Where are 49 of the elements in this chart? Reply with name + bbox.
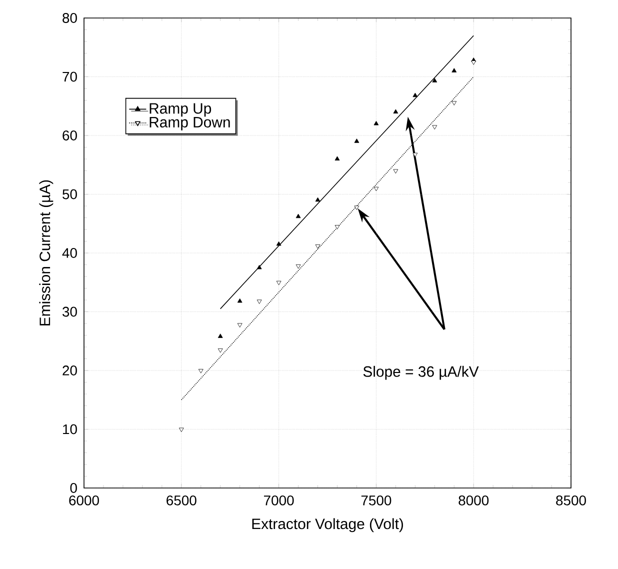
point xyxy=(296,264,301,269)
point xyxy=(296,214,301,218)
point xyxy=(393,109,398,114)
y-tick-label: 20 xyxy=(62,366,77,376)
y-tick-label: 40 xyxy=(62,248,77,258)
point xyxy=(354,206,360,210)
x-tick-label: 7500 xyxy=(361,495,392,506)
y-tick-label: 50 xyxy=(62,189,77,200)
x-tick-label: 8000 xyxy=(458,495,489,506)
point xyxy=(374,186,379,192)
y-tick-label: 80 xyxy=(62,13,77,23)
legend-label: Ramp Down xyxy=(150,117,230,130)
point xyxy=(334,225,340,230)
y-axis-title: Emission Current (µA) xyxy=(39,180,54,326)
point xyxy=(354,138,360,143)
point xyxy=(393,169,398,174)
y-tick-label: 0 xyxy=(70,483,77,493)
point xyxy=(374,120,379,126)
point xyxy=(198,369,204,374)
annotation: Slope = 36 µA/kV xyxy=(363,366,479,380)
point xyxy=(452,68,457,72)
x-tick-label: 6000 xyxy=(69,495,99,506)
point xyxy=(334,156,340,160)
y-tick-label: 70 xyxy=(62,72,77,82)
point xyxy=(178,428,184,432)
point xyxy=(218,334,223,338)
point xyxy=(276,241,282,246)
x-tick-label: 7000 xyxy=(264,495,294,506)
point xyxy=(471,60,476,65)
y-tick-label: 10 xyxy=(63,424,77,434)
point xyxy=(218,348,223,353)
point xyxy=(276,280,282,286)
point xyxy=(432,78,438,82)
point xyxy=(237,298,242,303)
legend-label: Ramp Up xyxy=(150,103,212,117)
point xyxy=(412,92,418,98)
y-tick-label: 60 xyxy=(62,130,77,140)
x-tick-label: 8500 xyxy=(556,495,586,506)
point xyxy=(256,300,262,304)
point xyxy=(256,264,262,270)
point xyxy=(315,197,320,202)
point xyxy=(315,244,320,249)
point xyxy=(412,152,418,158)
point xyxy=(237,323,242,328)
x-tick-label: 6500 xyxy=(166,495,196,506)
y-tick-label: 30 xyxy=(62,306,77,317)
x-axis-title: Extractor Voltage (Volt) xyxy=(252,518,403,532)
point xyxy=(452,101,457,106)
point xyxy=(432,125,438,130)
